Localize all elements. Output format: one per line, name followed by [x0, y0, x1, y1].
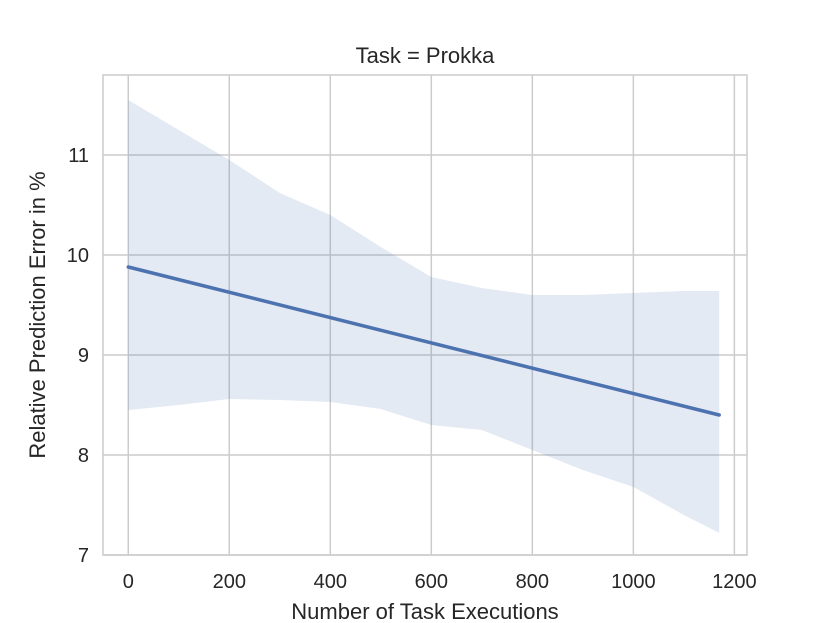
confidence-band [128, 100, 720, 533]
x-tick-label: 1000 [611, 571, 656, 593]
y-tick-label: 10 [67, 245, 89, 267]
y-tick-labels: 7 8 9 10 11 [67, 145, 89, 567]
grid [103, 75, 747, 556]
x-tick-labels: 0 200 400 600 800 1000 1200 [123, 571, 757, 593]
chart-title: Task = Prokka [356, 43, 496, 68]
x-tick-label: 200 [213, 571, 246, 593]
x-tick-label: 600 [415, 571, 448, 593]
y-tick-label: 8 [78, 445, 89, 467]
y-axis-title: Relative Prediction Error in % [25, 171, 50, 458]
x-tick-label: 800 [516, 571, 549, 593]
regression-line [126, 265, 721, 417]
plot-frame [102, 74, 748, 556]
x-tick-label: 400 [314, 571, 347, 593]
regression-line-layer [126, 265, 721, 417]
x-axis-title: Number of Task Executions [291, 599, 558, 623]
y-tick-label: 9 [78, 345, 89, 367]
y-tick-label: 11 [68, 145, 89, 167]
x-tick-label: 0 [123, 571, 134, 593]
confidence-band-layer [128, 100, 720, 533]
x-tick-label: 1200 [712, 571, 757, 593]
y-tick-label: 7 [78, 545, 89, 567]
